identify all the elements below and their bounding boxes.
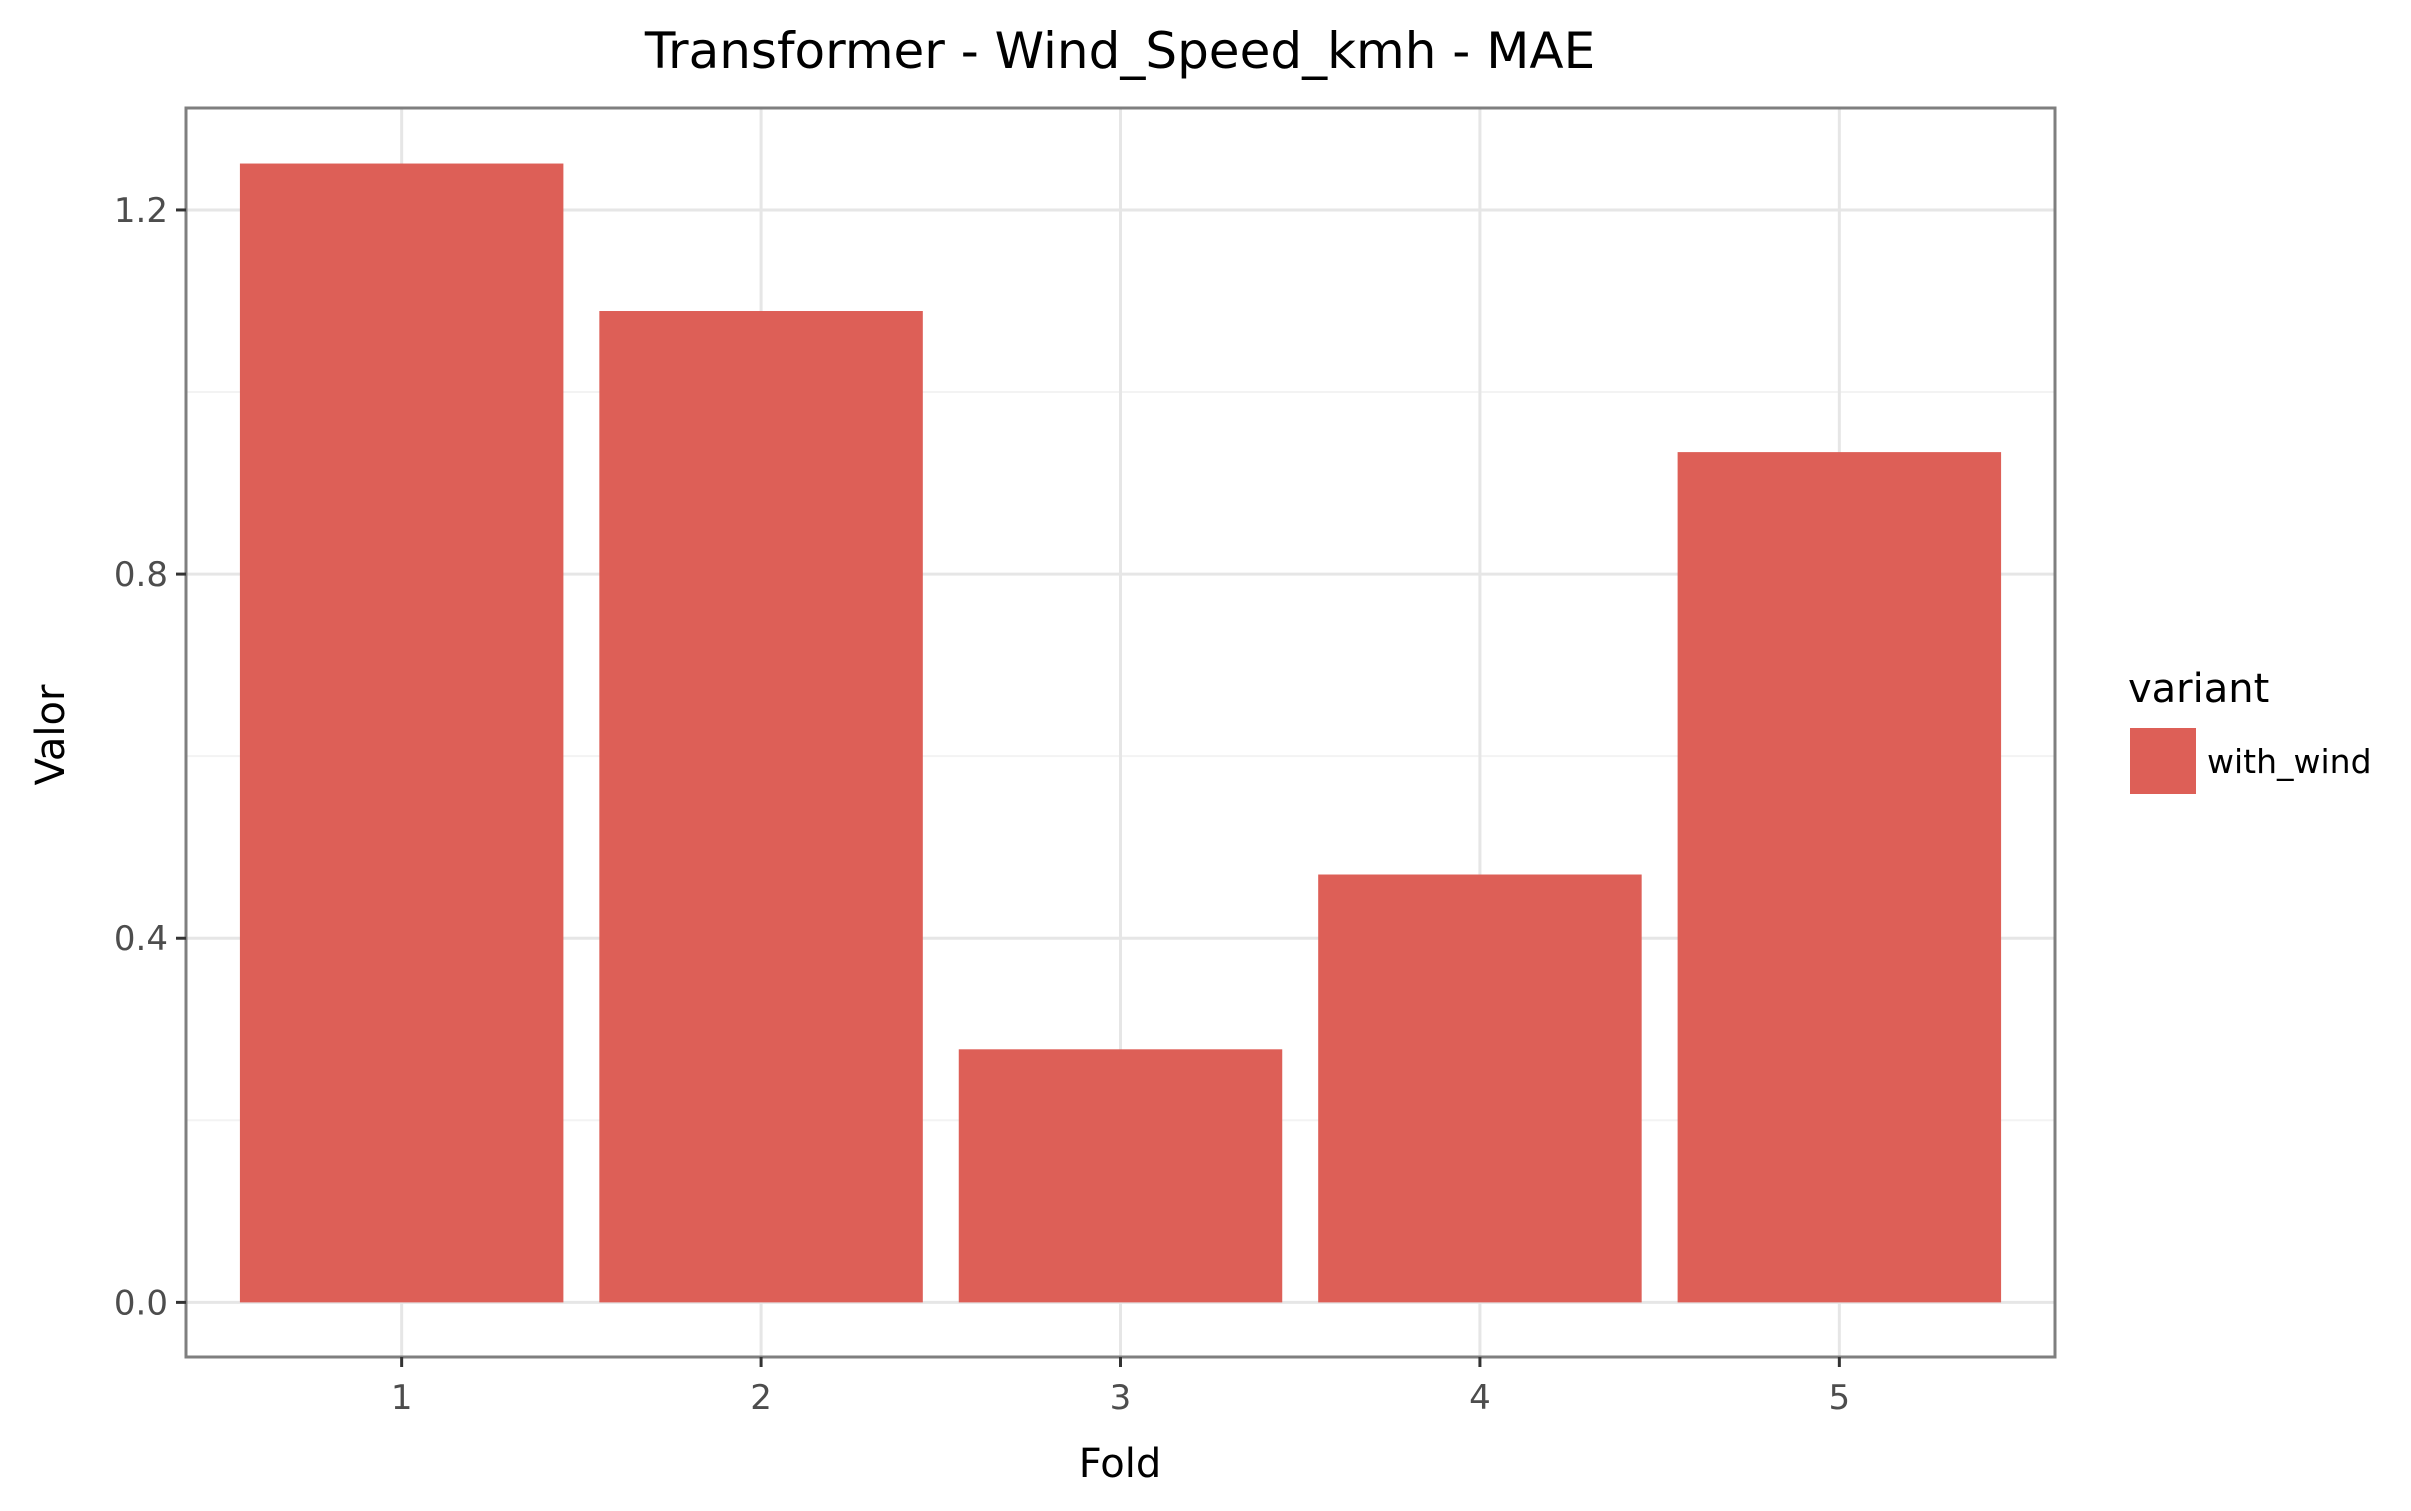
bar-fold-2 [599,311,923,1303]
bar-fold-1 [239,163,564,1303]
bar-fold-4 [1318,874,1642,1303]
x-tick-label: 3 [1110,1378,1132,1418]
legend-label-with-wind: with_wind [2207,742,2372,781]
bar-fold-3 [958,1049,1283,1303]
y-axis: 0.0 0.4 0.8 1.2 [114,191,186,1323]
x-axis-title: Fold [1079,1441,1162,1487]
y-tick-label: 1.2 [114,191,168,231]
y-tick-label: 0.8 [114,555,168,595]
bars [239,163,2002,1303]
chart-title: Transformer - Wind_Speed_kmh - MAE [644,22,1595,80]
y-tick-label: 0.0 [114,1283,168,1323]
legend-title: variant [2128,666,2269,712]
x-tick-label: 1 [391,1378,413,1418]
legend-key-with-wind [2130,728,2196,794]
y-tick-label: 0.4 [114,919,168,959]
y-axis-title: Valor [28,684,74,785]
x-tick-label: 2 [750,1378,772,1418]
x-tick-label: 5 [1829,1378,1851,1418]
x-axis: 1 2 3 4 5 [391,1357,1850,1418]
bar-fold-5 [1677,452,2002,1303]
legend: variant with_wind [2128,666,2372,794]
x-tick-label: 4 [1469,1378,1491,1418]
